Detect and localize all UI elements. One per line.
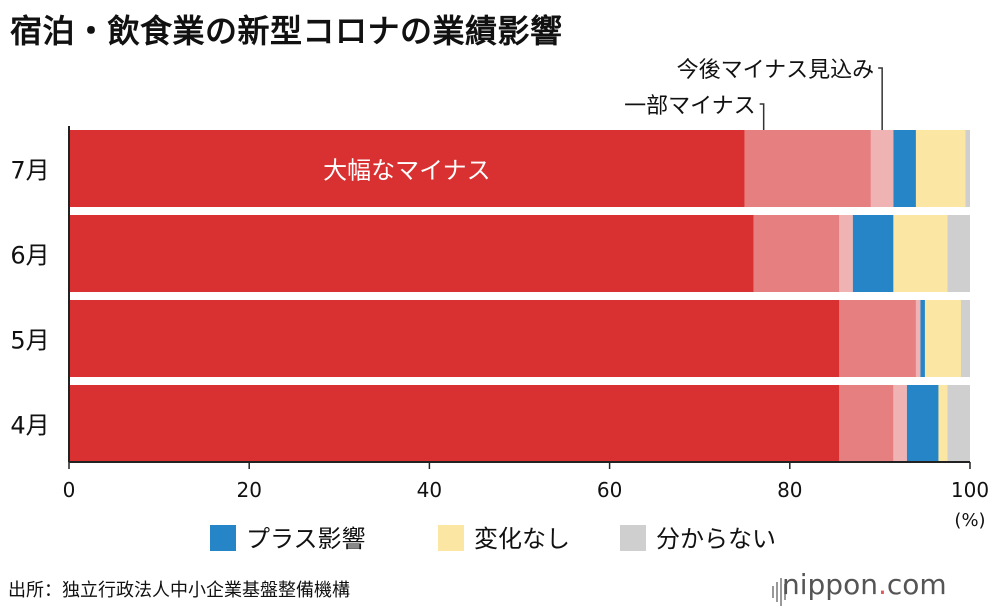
x-tick-label: 0 (63, 478, 76, 502)
series-annotation: 今後マイナス見込み (677, 58, 875, 83)
chart-title: 宿泊・飲食業の新型コロナの業績影響 (10, 12, 563, 50)
brand-tld: com (886, 568, 947, 601)
nippon-logo-icon (772, 578, 786, 606)
bar-segment (839, 385, 894, 462)
annotation-leader (759, 103, 765, 130)
x-tick-label: 100 (951, 478, 989, 502)
legend-swatch (620, 525, 646, 551)
brand-logo[interactable]: nippon.com (782, 568, 947, 601)
annotation-leader (878, 67, 883, 130)
x-tick-label: 60 (597, 478, 622, 502)
bar-segment (69, 385, 840, 462)
legend-label: 分からない (656, 525, 776, 553)
category-label: 5月 (10, 327, 49, 355)
brand-name: nippon (782, 568, 878, 601)
category-label: 4月 (10, 412, 49, 440)
bar-segment (915, 130, 966, 207)
category-label: 7月 (10, 157, 49, 185)
bar-segment (924, 300, 961, 377)
bar-segment (938, 385, 948, 462)
bar-segment (753, 215, 840, 292)
legend-swatch (210, 525, 236, 551)
bar-segment (852, 215, 894, 292)
bar-segment (744, 130, 871, 207)
bar-segment (69, 300, 840, 377)
category-label: 6月 (10, 242, 49, 270)
bar-segment (915, 300, 921, 377)
bars-group (69, 130, 970, 462)
series-annotation: 大幅なマイナス (323, 157, 491, 185)
bar-segment (906, 385, 939, 462)
series-annotation: 一部マイナス (624, 94, 756, 119)
bar-segment (893, 385, 907, 462)
source-note: 出所：独立行政法人中小企業基盤整備機構 (8, 580, 350, 601)
unit-label: (%) (954, 510, 985, 531)
legend-label: プラス影響 (246, 525, 366, 553)
bar-segment (69, 130, 745, 207)
bar-segment (893, 130, 916, 207)
bar-segment (920, 300, 925, 377)
legend-swatch (438, 525, 464, 551)
stacked-bar-chart: 7月 6月 5月 4月 0 20 40 60 80 100 (%) 大幅なマイナス 一部マイナス 今後マイ… (10, 58, 989, 553)
labels-group: 7月 6月 5月 4月 0 20 40 60 80 100 (%) 大幅なマイナス 一部マイナス 今後マイ… (10, 58, 989, 553)
bar-segment (839, 215, 853, 292)
bar-segment (893, 215, 948, 292)
bar-segment (947, 385, 970, 462)
bar-segment (960, 300, 970, 377)
x-tick-label: 20 (236, 478, 261, 502)
bar-segment (69, 215, 754, 292)
x-tick-label: 80 (777, 478, 802, 502)
x-tick-label: 40 (417, 478, 442, 502)
bar-segment (947, 215, 970, 292)
bar-segment (870, 130, 894, 207)
legend-label: 変化なし (474, 525, 570, 553)
bar-segment (839, 300, 916, 377)
bar-segment (965, 130, 970, 207)
brand-dot: . (877, 568, 887, 601)
